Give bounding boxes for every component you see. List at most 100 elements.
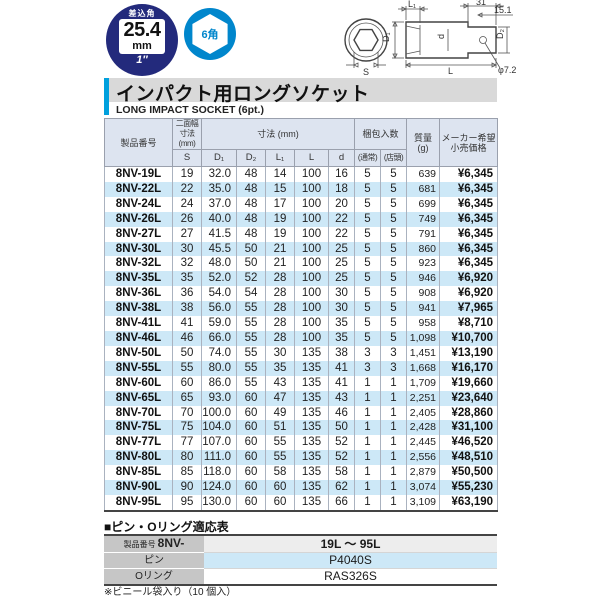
compat-oring-label: Oリング	[104, 568, 204, 586]
table-cell: 55	[236, 316, 266, 331]
table-cell: 38	[328, 345, 355, 361]
compat-pin-label: ピン	[104, 552, 204, 569]
table-cell: 8NV-36L	[104, 286, 173, 302]
table-cell: 1,451	[406, 345, 441, 361]
table-cell: 52	[328, 435, 355, 451]
socket-dimension-diagram: S L₁ 31 15.1 D₁ d D₂ L φ7.2	[344, 0, 516, 76]
table-cell: 8NV-90L	[104, 480, 173, 495]
table-cell: 5	[354, 241, 381, 257]
table-cell: 8NV-24L	[104, 196, 173, 212]
header-sub-d2: D₂	[236, 149, 266, 167]
product-table-header: 製品番号 二面幅 寸法 (mm) 寸法 (mm) 梱包入数 質量 (g) メーカ…	[104, 118, 499, 167]
table-cell: 66	[328, 494, 355, 511]
table-row: 8NV-36L 36 54.0 54 28 100 30 5 5 908 ¥6,920	[104, 286, 499, 302]
table-cell: 60	[236, 435, 266, 451]
header-price: メーカー希望 小売価格	[439, 118, 499, 167]
table-row: 8NV-85L 85 118.0 60 58 135 58 1 1 2,879 ¥50,500	[104, 465, 499, 481]
header-sub-d: d	[328, 149, 355, 167]
table-cell: 60	[236, 405, 266, 421]
table-cell: 946	[406, 271, 441, 287]
table-cell: 55	[172, 360, 202, 376]
table-cell: 41	[172, 316, 202, 331]
table-cell: 8NV-30L	[104, 241, 173, 257]
table-cell: 50	[328, 420, 355, 436]
compat-product-prefix: 8NV-	[157, 536, 185, 550]
table-cell: 14	[265, 166, 295, 182]
table-cell: 50	[236, 256, 266, 272]
header-packing: 梱包入数	[353, 118, 408, 150]
table-cell: 1	[354, 375, 381, 391]
table-cell: 5	[379, 181, 408, 197]
table-cell: ¥28,860	[439, 405, 499, 421]
table-cell: 135	[294, 494, 329, 511]
table-cell: 48	[236, 181, 266, 197]
table-cell: 95	[172, 494, 202, 511]
table-cell: 48	[236, 196, 266, 212]
table-cell: ¥6,920	[439, 271, 499, 287]
table-cell: 15	[265, 181, 295, 197]
table-cell: 30	[328, 301, 355, 317]
table-cell: ¥6,345	[439, 196, 499, 212]
table-cell: 135	[294, 345, 329, 361]
table-cell: 923	[406, 256, 441, 272]
table-cell: 25	[328, 271, 355, 287]
table-cell: 1	[354, 465, 381, 481]
table-cell: 5	[379, 211, 408, 227]
title-accent-bar	[104, 78, 109, 115]
drive-size-box: 25.4 mm	[119, 19, 165, 54]
table-cell: ¥6,345	[439, 166, 499, 182]
table-cell: 100	[294, 301, 329, 317]
table-cell: 48	[236, 226, 266, 242]
table-row: 8NV-60L 60 86.0 55 43 135 41 1 1 1,709 ¥19,660	[104, 375, 499, 391]
table-cell: 2,556	[406, 450, 441, 466]
table-cell: 25	[328, 241, 355, 257]
table-cell: 8NV-77L	[104, 435, 173, 451]
table-cell: 35.0	[201, 181, 237, 197]
header-sub-normal: (通常)	[354, 149, 381, 167]
socket-hex-hole	[353, 28, 379, 52]
table-cell: 62	[328, 480, 355, 495]
table-cell: 60	[236, 390, 266, 406]
dim-label-s: S	[363, 67, 369, 76]
table-cell: 100	[294, 166, 329, 182]
table-row: 8NV-80L 80 111.0 60 55 135 52 1 1 2,556 ¥48,510	[104, 450, 499, 466]
table-cell: 8NV-70L	[104, 405, 173, 421]
table-cell: 50	[172, 345, 202, 361]
table-cell: 38	[172, 301, 202, 317]
table-cell: 100	[294, 181, 329, 197]
table-cell: ¥48,510	[439, 450, 499, 466]
table-cell: 3	[379, 345, 408, 361]
table-cell: 100	[294, 286, 329, 302]
table-cell: 28	[265, 316, 295, 331]
table-cell: 100	[294, 196, 329, 212]
table-cell: 46	[328, 405, 355, 421]
table-cell: 5	[379, 271, 408, 287]
dim-label-d1: D₁	[381, 32, 391, 42]
header-sub-l1: L₁	[265, 149, 295, 167]
table-cell: 1	[354, 480, 381, 495]
table-cell: 5	[354, 196, 381, 212]
page-title: インパクト用ロングソケット	[116, 84, 370, 105]
dim-label-d: d	[436, 34, 446, 39]
table-cell: ¥8,710	[439, 316, 499, 331]
table-cell: 48	[236, 211, 266, 227]
table-cell: 37.0	[201, 196, 237, 212]
compat-oring-value: RAS326S	[204, 568, 497, 586]
table-row: 8NV-65L 65 93.0 60 47 135 43 1 1 2,251 ¥23,640	[104, 390, 499, 406]
table-cell: 77	[172, 435, 202, 451]
table-cell: 1	[379, 405, 408, 421]
table-cell: 124.0	[201, 480, 237, 495]
table-cell: 791	[406, 226, 441, 242]
table-cell: 5	[379, 286, 408, 302]
table-cell: 52	[236, 271, 266, 287]
table-cell: 58	[265, 465, 295, 481]
table-cell: 60	[236, 465, 266, 481]
table-cell: 2,428	[406, 420, 441, 436]
table-cell: 43	[265, 375, 295, 391]
table-cell: 3	[379, 360, 408, 376]
drive-size-badge: 差込角 25.4 mm 1″	[106, 4, 178, 76]
table-cell: 32.0	[201, 166, 237, 182]
table-cell: 104.0	[201, 420, 237, 436]
table-cell: 1	[354, 390, 381, 406]
pin-hole	[479, 36, 487, 44]
